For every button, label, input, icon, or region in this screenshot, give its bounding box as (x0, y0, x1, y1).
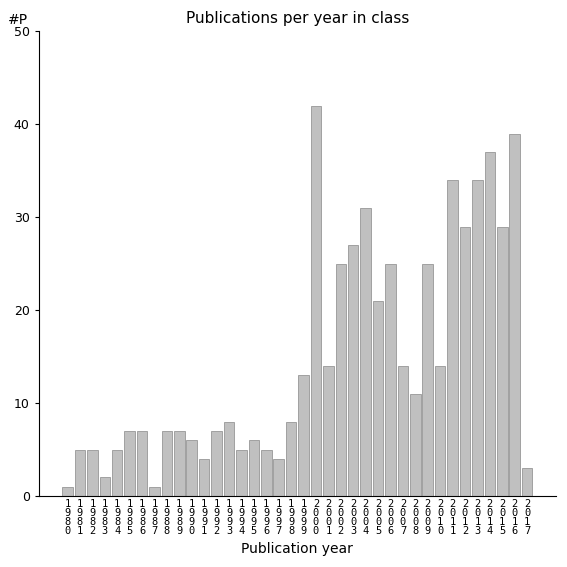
X-axis label: Publication year: Publication year (242, 542, 353, 556)
Bar (224, 422, 234, 496)
Bar (497, 227, 507, 496)
Bar (75, 450, 85, 496)
Bar (87, 450, 98, 496)
Bar (361, 208, 371, 496)
Bar (124, 431, 135, 496)
Y-axis label: #P: #P (8, 13, 28, 27)
Bar (348, 245, 358, 496)
Bar (211, 431, 222, 496)
Bar (162, 431, 172, 496)
Bar (273, 459, 284, 496)
Bar (485, 152, 495, 496)
Bar (236, 450, 247, 496)
Bar (149, 486, 160, 496)
Bar (261, 450, 272, 496)
Bar (187, 440, 197, 496)
Bar (472, 180, 483, 496)
Bar (174, 431, 185, 496)
Bar (447, 180, 458, 496)
Bar (435, 366, 446, 496)
Bar (298, 375, 309, 496)
Bar (522, 468, 532, 496)
Bar (397, 366, 408, 496)
Bar (62, 486, 73, 496)
Bar (112, 450, 122, 496)
Bar (373, 301, 383, 496)
Bar (199, 459, 209, 496)
Bar (311, 106, 321, 496)
Bar (410, 393, 421, 496)
Bar (248, 440, 259, 496)
Bar (323, 366, 333, 496)
Bar (137, 431, 147, 496)
Bar (509, 134, 520, 496)
Bar (385, 264, 396, 496)
Bar (100, 477, 110, 496)
Bar (422, 264, 433, 496)
Bar (336, 264, 346, 496)
Bar (286, 422, 297, 496)
Title: Publications per year in class: Publications per year in class (185, 11, 409, 26)
Bar (460, 227, 470, 496)
